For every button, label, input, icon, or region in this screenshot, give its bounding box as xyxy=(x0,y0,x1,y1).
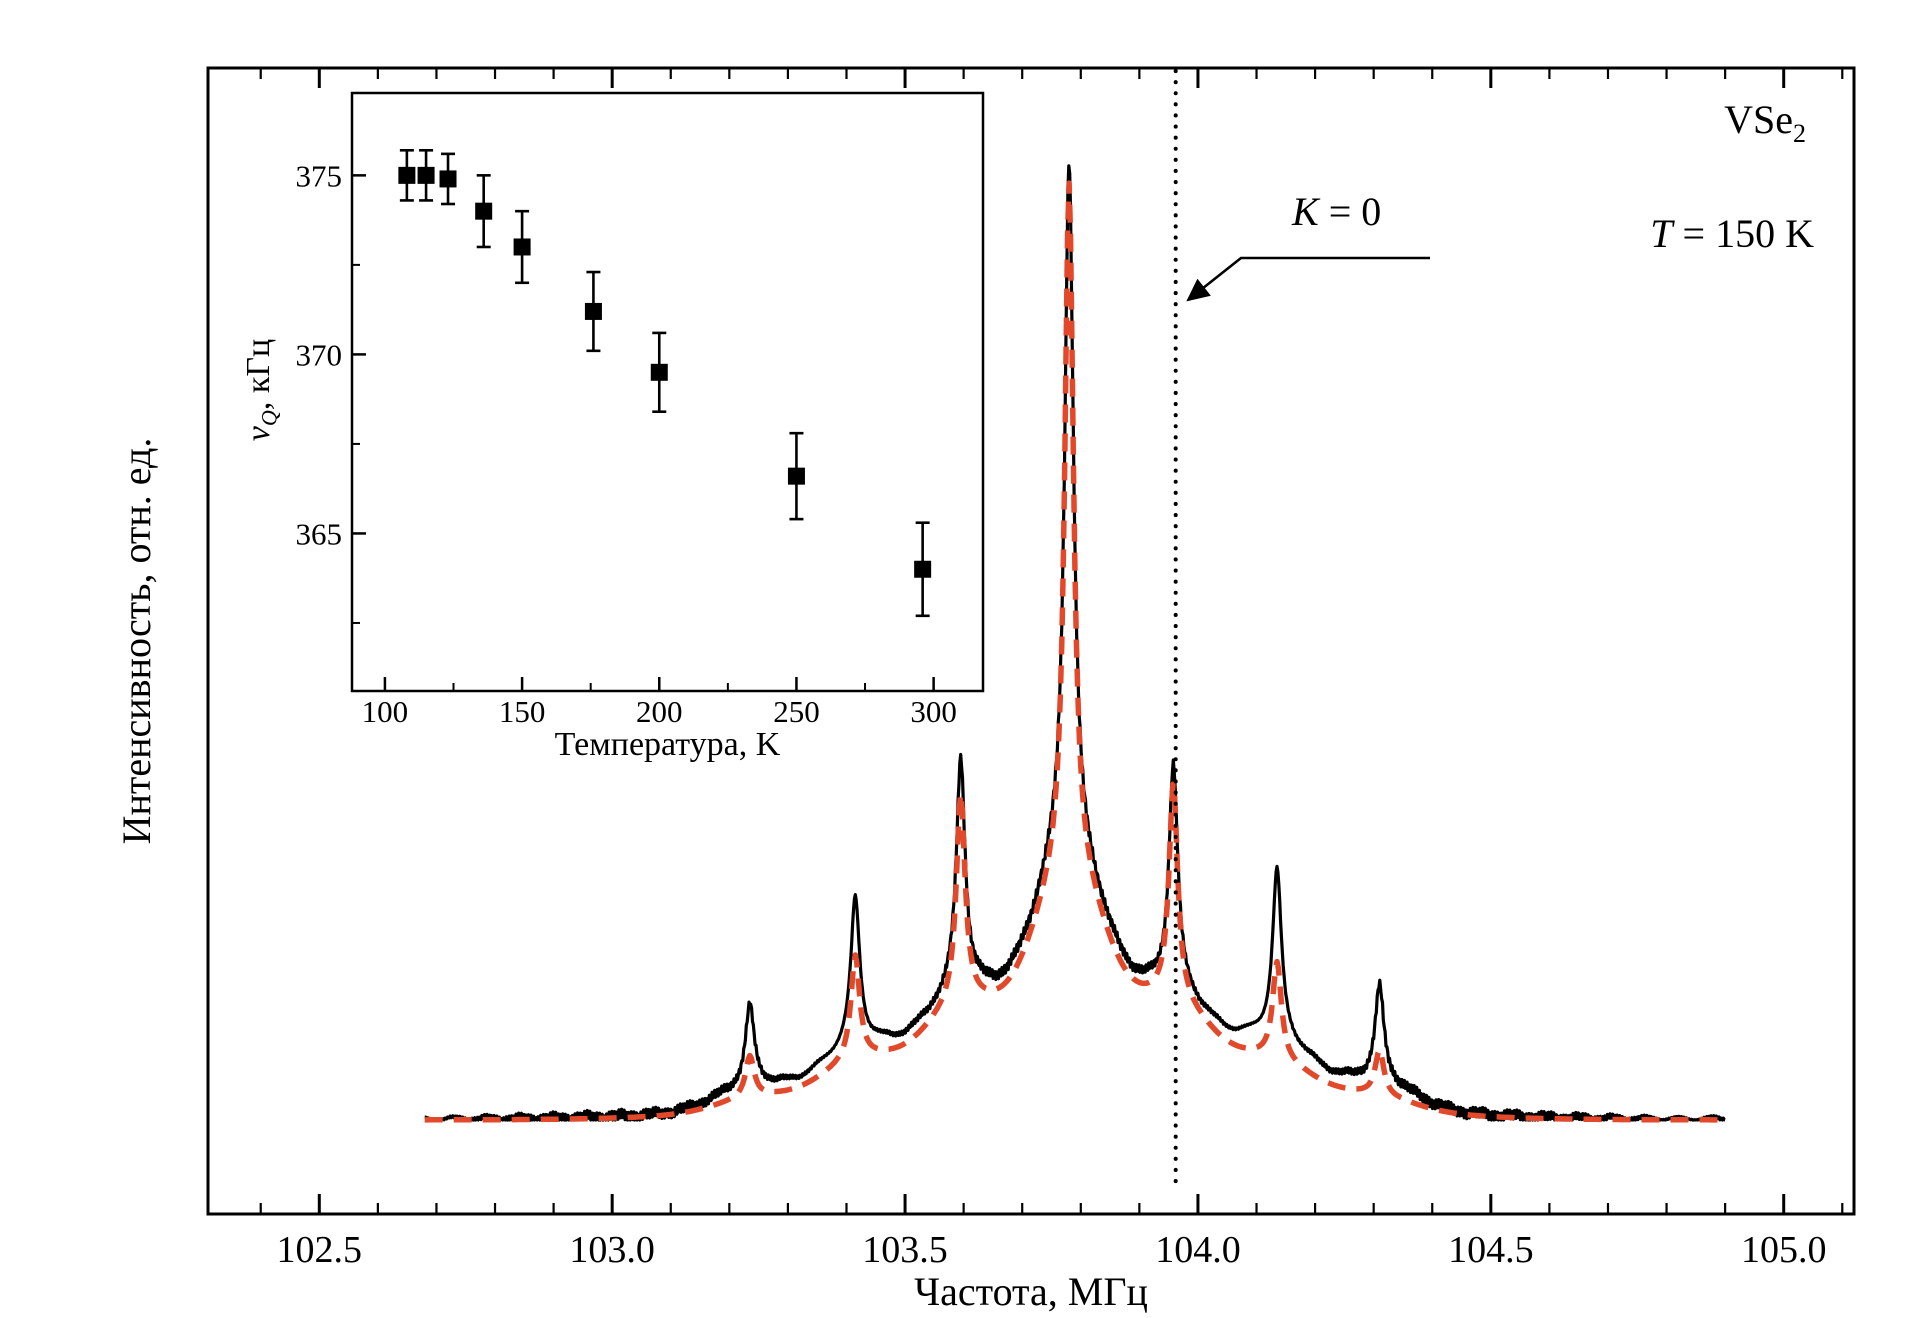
x-tick-label: 103.5 xyxy=(862,1229,948,1271)
temperature-symbol: T xyxy=(1650,211,1673,256)
y-axis-title: Интенсивность, отн. ед. xyxy=(114,437,159,845)
inset-frame xyxy=(350,91,985,693)
inset-x-tick-label: 150 xyxy=(499,694,546,729)
x-axis-title: Частота, МГц xyxy=(914,1269,1148,1314)
data-point xyxy=(787,467,805,485)
x-tick-label: 103.0 xyxy=(569,1229,655,1271)
inset-x-axis-title: Температура, K xyxy=(554,726,781,763)
temperature-value: = 150 K xyxy=(1672,211,1814,256)
temperature-label: T = 150 K xyxy=(1650,210,1814,257)
main-axes-frame xyxy=(206,66,1856,1216)
inset-y-tick-label: 365 xyxy=(296,516,343,551)
data-point xyxy=(439,170,457,188)
kzero-value: = 0 xyxy=(1318,189,1382,234)
kzero-label: K = 0 xyxy=(1292,188,1381,235)
inset-x-tick-label: 200 xyxy=(636,694,683,729)
inset-y-tick-label: 370 xyxy=(296,337,343,372)
inset-ylabel-nu: ν xyxy=(240,426,277,442)
data-point xyxy=(650,363,668,381)
kzero-symbol: K xyxy=(1292,189,1319,234)
data-point xyxy=(584,302,602,320)
inset-x-tick-label: 250 xyxy=(773,694,820,729)
x-tick-label: 104.5 xyxy=(1448,1229,1534,1271)
x-tick-label: 104.0 xyxy=(1155,1229,1241,1271)
inset-x-tick-label: 100 xyxy=(362,694,409,729)
inset-x-tick-label: 300 xyxy=(910,694,957,729)
simulation-curve xyxy=(423,180,1727,1123)
data-point xyxy=(914,560,932,578)
inset-y-tick-label: 375 xyxy=(296,158,343,193)
data-point xyxy=(475,202,493,220)
inset-y-axis-title: νQ, кГц xyxy=(237,190,282,590)
sample-label: VSe2 xyxy=(1724,96,1806,149)
inset-ylabel-subscript: Q xyxy=(256,410,282,427)
kzero-arrow xyxy=(1186,256,1430,302)
data-point xyxy=(417,166,435,184)
sample-name: VSe xyxy=(1724,97,1793,142)
sample-subscript: 2 xyxy=(1793,119,1806,149)
data-point xyxy=(398,166,416,184)
x-tick-label: 102.5 xyxy=(277,1229,363,1271)
x-tick-label: 105.0 xyxy=(1741,1229,1827,1271)
inset-ylabel-units: , кГц xyxy=(240,338,277,411)
data-point xyxy=(513,238,531,256)
